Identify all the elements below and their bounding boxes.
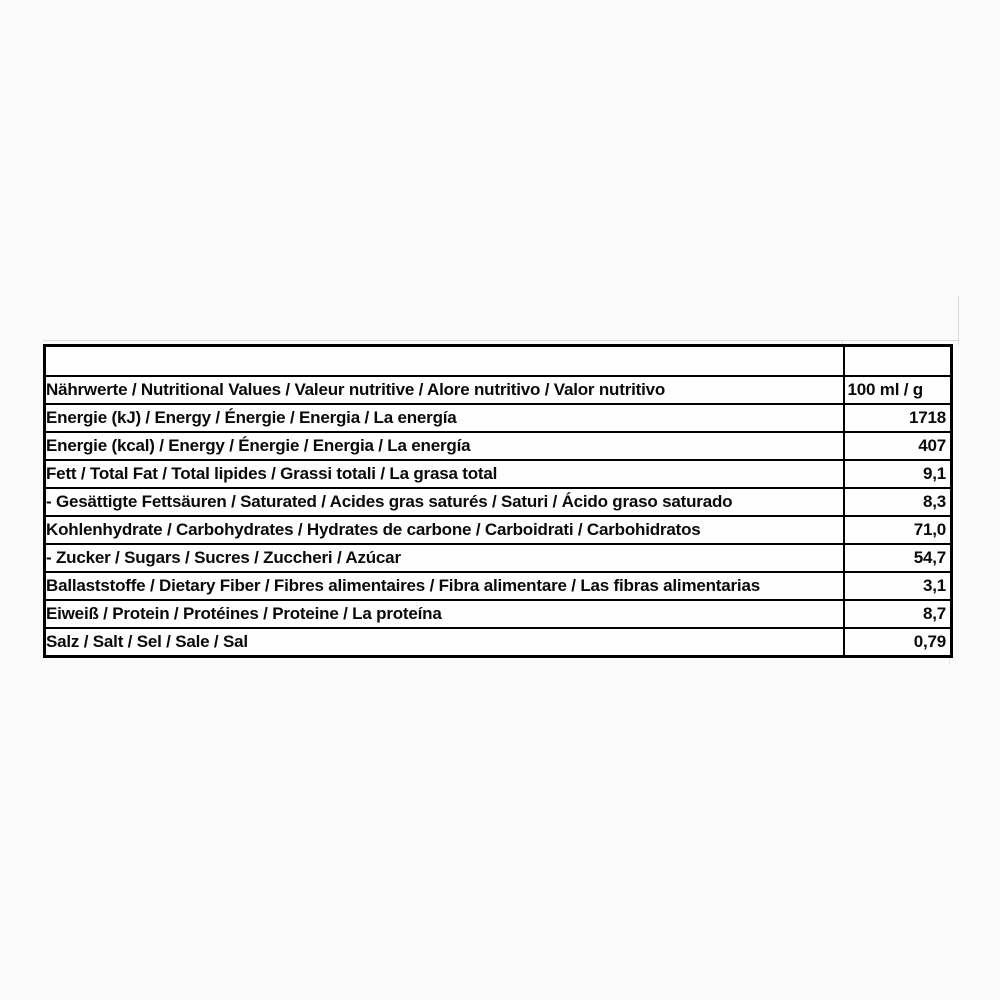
table-row: Eiweiß / Protein / Protéines / Proteine …: [43, 599, 953, 629]
row-label-cell: [43, 344, 845, 377]
row-label-cell: Eiweiß / Protein / Protéines / Proteine …: [43, 599, 845, 629]
row-value-cell: 0,79: [842, 627, 953, 658]
row-label-cell: Salz / Salt / Sel / Sale / Sal: [43, 627, 845, 658]
row-label-cell: - Zucker / Sugars / Sucres / Zuccheri / …: [43, 543, 845, 573]
row-label-cell: - Gesättigte Fettsäuren / Saturated / Ac…: [43, 487, 845, 517]
row-label-cell: Kohlenhydrate / Carbohydrates / Hydrates…: [43, 515, 845, 545]
table-row: - Gesättigte Fettsäuren / Saturated / Ac…: [43, 487, 953, 517]
table-row: Kohlenhydrate / Carbohydrates / Hydrates…: [43, 515, 953, 545]
row-value-cell: 100 ml / g: [842, 375, 953, 405]
gridline-artifact-horizontal: [43, 340, 959, 341]
row-value-cell: 3,1: [842, 571, 953, 601]
row-value-cell: 54,7: [842, 543, 953, 573]
gridline-artifact-bottom-right: [949, 656, 950, 665]
table-row: Energie (kJ) / Energy / Énergie / Energi…: [43, 403, 953, 433]
table-row: Nährwerte / Nutritional Values / Valeur …: [43, 375, 953, 405]
gridline-artifact-column-separator: [842, 340, 843, 345]
row-value-cell: 407: [842, 431, 953, 461]
nutrition-table-container: Nährwerte / Nutritional Values / Valeur …: [43, 344, 953, 658]
row-label-cell: Energie (kJ) / Energy / Énergie / Energi…: [43, 403, 845, 433]
gridline-artifact-vertical-right: [958, 296, 959, 345]
row-value-cell: 71,0: [842, 515, 953, 545]
table-row: Energie (kcal) / Energy / Énergie / Ener…: [43, 431, 953, 461]
row-label-cell: Energie (kcal) / Energy / Énergie / Ener…: [43, 431, 845, 461]
row-value-cell: 1718: [842, 403, 953, 433]
row-value-cell: [842, 344, 953, 377]
table-row: Salz / Salt / Sel / Sale / Sal 0,79: [43, 627, 953, 658]
table-row: Ballaststoffe / Dietary Fiber / Fibres a…: [43, 571, 953, 601]
table-row: - Zucker / Sugars / Sucres / Zuccheri / …: [43, 543, 953, 573]
nutrition-table: Nährwerte / Nutritional Values / Valeur …: [43, 344, 953, 658]
row-label-cell: Fett / Total Fat / Total lipides / Grass…: [43, 459, 845, 489]
row-value-cell: 9,1: [842, 459, 953, 489]
row-label-cell: Ballaststoffe / Dietary Fiber / Fibres a…: [43, 571, 845, 601]
table-row: Fett / Total Fat / Total lipides / Grass…: [43, 459, 953, 489]
table-row: [43, 344, 953, 377]
row-value-cell: 8,7: [842, 599, 953, 629]
row-value-cell: 8,3: [842, 487, 953, 517]
row-label-cell: Nährwerte / Nutritional Values / Valeur …: [43, 375, 845, 405]
nutrition-table-body: Nährwerte / Nutritional Values / Valeur …: [43, 344, 953, 658]
